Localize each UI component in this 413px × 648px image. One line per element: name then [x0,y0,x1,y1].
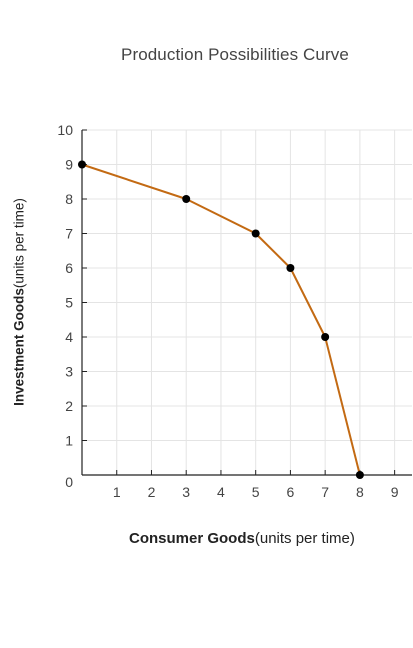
y-tick-label-3: 3 [65,364,73,380]
data-point-7-4 [321,333,330,341]
tick-labels: 0 1 2 3 4 5 6 7 8 9 10 1 2 3 4 5 6 7 8 9 [57,122,398,500]
x-tick-label-5: 5 [252,484,260,500]
data-point-0-9 [78,160,86,169]
y-tick-label-7: 7 [65,226,73,242]
data-point-5-7 [251,229,260,238]
y-tick-label-0: 0 [65,474,73,490]
x-axis-label-units: (units per time) [254,530,355,547]
data-point-6-6 [286,264,295,272]
y-axis-label-bold: Investment Goods [11,288,27,406]
x-axis-label: Consumer Goods(units per time) [129,530,355,547]
x-tick-label-8: 8 [356,484,364,500]
y-axis-label: Investment Goods(units per time) [12,198,27,406]
x-tick-label-2: 2 [148,484,156,500]
data-point-3-8 [182,195,191,203]
x-tick-label-3: 3 [182,484,190,500]
x-tick-label-4: 4 [217,484,225,500]
y-tick-label-9: 9 [65,157,73,173]
y-tick-label-8: 8 [65,191,73,207]
grid-lines [82,129,412,475]
x-tick-label-7: 7 [321,484,329,500]
y-axis-label-units: (units per time) [11,198,27,289]
data-point-8-0 [355,471,364,479]
series-line-0 [81,163,361,476]
y-tick-label-4: 4 [65,329,73,345]
data-series [78,160,364,479]
x-axis-label-bold: Consumer Goods [129,530,255,547]
y-tick-label-1: 1 [65,433,73,449]
y-tick-label-10: 10 [57,122,73,138]
x-tick-label-1: 1 [113,484,121,500]
x-tick-label-9: 9 [391,484,399,500]
y-tick-label-6: 6 [65,260,73,276]
y-tick-label-5: 5 [65,295,73,311]
y-tick-label-2: 2 [65,398,73,414]
chart-title: Production Possibilities Curve [121,45,349,64]
x-tick-label-6: 6 [287,484,295,500]
